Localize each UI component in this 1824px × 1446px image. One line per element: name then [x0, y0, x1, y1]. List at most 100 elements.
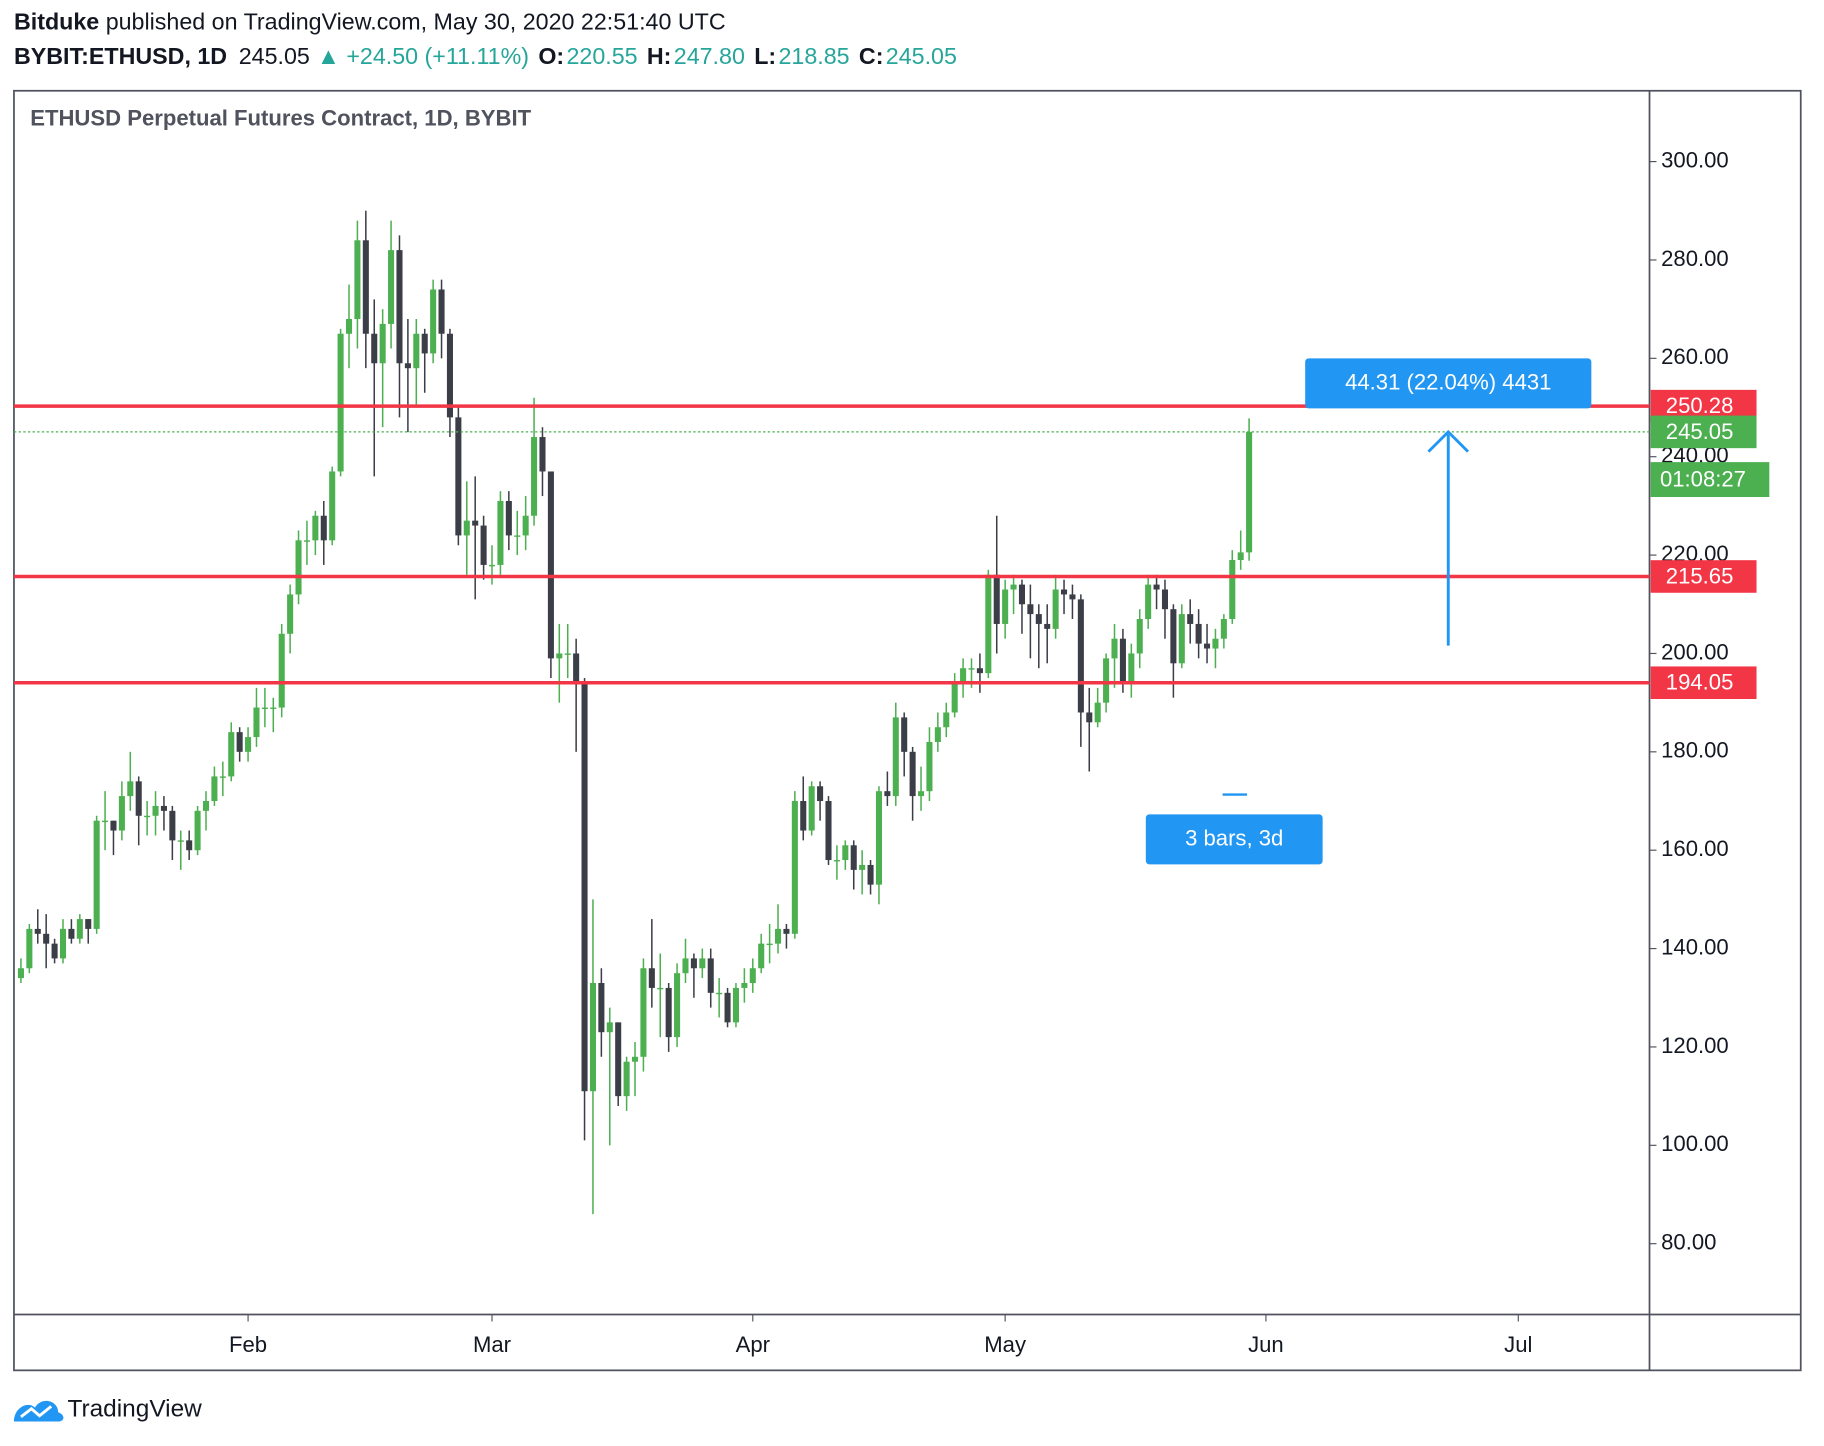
y-tick-label: 100.00: [1661, 1131, 1729, 1156]
y-tick-label: 200.00: [1661, 639, 1729, 664]
candle-body: [808, 786, 815, 831]
measure-bars-box: [1145, 814, 1323, 865]
y-tick-label: 260.00: [1661, 344, 1729, 369]
candle-body: [26, 928, 33, 969]
candle-body: [144, 815, 151, 818]
candle-body: [472, 520, 479, 526]
candle-body: [219, 776, 226, 778]
candle-body: [1119, 638, 1126, 683]
candle-body: [1204, 643, 1211, 649]
candle-body: [388, 250, 395, 324]
candle-body: [51, 943, 58, 959]
candle-body: [783, 928, 790, 934]
candle-body: [463, 520, 470, 536]
candle-body: [1195, 623, 1202, 644]
candle-body: [1220, 619, 1227, 639]
candle-body: [1044, 623, 1051, 629]
candle-body: [320, 515, 327, 541]
y-tick-label: 300.00: [1661, 147, 1729, 172]
candle-body: [724, 992, 731, 1023]
candle-body: [1002, 589, 1009, 624]
candle-body: [892, 717, 899, 797]
candle-body: [547, 471, 554, 659]
candle-body: [1103, 658, 1110, 703]
candle-body: [228, 732, 235, 777]
candle-body: [396, 250, 403, 364]
candle-body: [674, 973, 681, 1038]
candle-body: [135, 781, 142, 816]
ohlc-key: H:: [647, 43, 672, 69]
candle-body: [337, 333, 344, 472]
level-axis-label: 250.28: [1666, 393, 1734, 418]
candle-body: [960, 668, 967, 683]
candle-body: [1178, 614, 1185, 664]
candle-body: [539, 437, 546, 472]
candle-body: [976, 668, 983, 674]
candle-body: [640, 968, 647, 1057]
candle-body: [1035, 614, 1042, 624]
candle-body: [707, 958, 714, 993]
y-tick-label: 140.00: [1661, 934, 1729, 959]
candle-body: [253, 707, 260, 738]
measure-price-label: 44.31 (22.04%) 4431: [1345, 370, 1551, 395]
candle-body: [657, 987, 664, 990]
candle-body: [68, 928, 75, 939]
candle-body: [93, 820, 100, 929]
candle-body: [875, 791, 882, 885]
candle-body: [682, 958, 689, 974]
candle-body: [1069, 594, 1076, 600]
ohlc-key: C:: [859, 43, 884, 69]
candle-body: [842, 845, 849, 861]
candle-body: [1153, 584, 1160, 590]
candle-body: [1229, 560, 1236, 620]
y-tick-label: 180.00: [1661, 738, 1729, 763]
candle-body: [926, 741, 933, 792]
candle-body: [270, 707, 277, 709]
candle-body: [1212, 638, 1219, 649]
ohlc-value: 245.05: [886, 43, 957, 69]
ohlc-value: 218.85: [778, 43, 849, 69]
candle-body: [345, 318, 353, 334]
candle-body: [774, 928, 782, 944]
header-line-2: BYBIT:ETHUSD, 1D 245.05 ▲ +24.50 (+11.11%)…: [14, 43, 957, 69]
author: Bitduke: [14, 8, 99, 34]
candle-body: [211, 776, 218, 802]
candle-body: [236, 732, 243, 752]
candle-body: [404, 363, 411, 369]
brand: TradingView: [67, 1395, 202, 1422]
candle-body: [1111, 638, 1118, 659]
candle-body: [631, 1056, 639, 1062]
candle-body: [1136, 619, 1143, 654]
candle-body: [951, 682, 958, 713]
candle-body: [514, 535, 521, 537]
ohlc-key: O:: [538, 43, 564, 69]
candle-body: [968, 668, 975, 670]
candle-body: [354, 240, 361, 319]
candle-body: [825, 801, 832, 861]
chart-title: ETHUSD Perpetual Futures Contract, 1D, B…: [30, 106, 531, 131]
candle-body: [749, 968, 756, 984]
candle-body: [455, 417, 462, 536]
candle-body: [160, 805, 167, 811]
candle-body: [985, 574, 992, 674]
frame: [13, 89, 1802, 1372]
candle-body: [1027, 604, 1034, 615]
logo-cloud: [13, 1400, 64, 1422]
brand-logo: [13, 1400, 64, 1422]
candle-body: [817, 786, 824, 802]
x-tick-label: Jul: [1504, 1332, 1532, 1357]
candle-body: [606, 1022, 613, 1033]
candle-body: [716, 992, 723, 995]
candle-body: [564, 653, 571, 655]
candle-body: [589, 983, 596, 1092]
candle-body: [648, 968, 655, 988]
candle-body: [76, 919, 83, 939]
candle-body: [194, 810, 201, 851]
candle-body: [312, 515, 319, 541]
ohlc-value: 247.80: [674, 43, 745, 69]
x-tick-label: May: [984, 1332, 1026, 1357]
candle-body: [110, 820, 117, 831]
price: 245.05: [239, 43, 310, 69]
